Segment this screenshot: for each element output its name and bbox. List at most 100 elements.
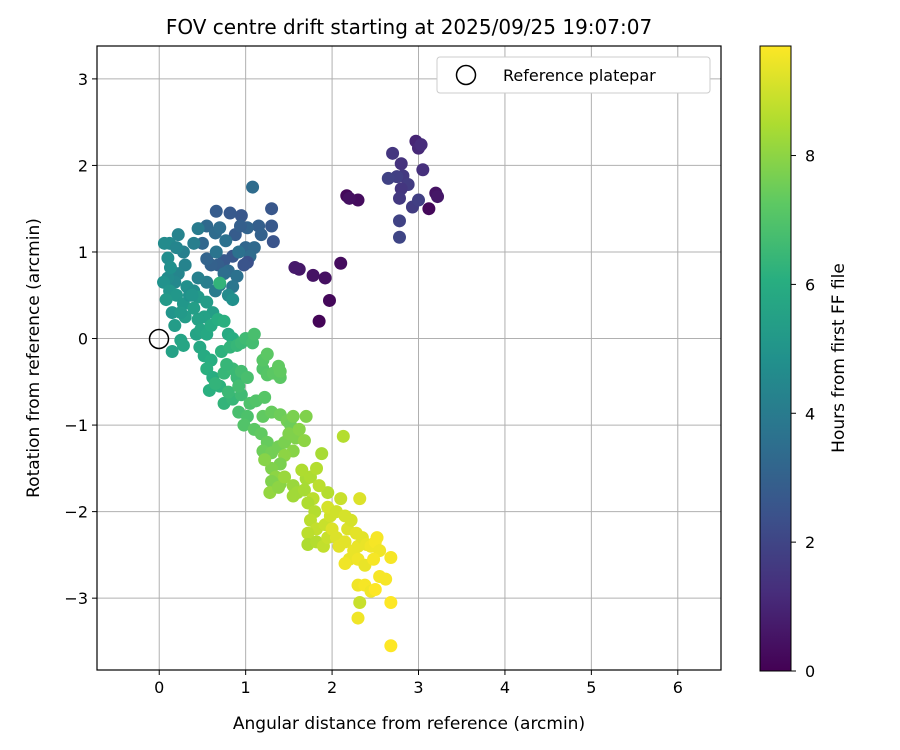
data-point — [368, 583, 382, 597]
data-point — [178, 258, 192, 272]
data-point — [310, 461, 324, 475]
y-axis: −3 −2 −1 0 1 2 3 — [64, 70, 97, 608]
data-point — [392, 230, 406, 244]
data-point — [209, 245, 223, 259]
data-point — [187, 236, 201, 250]
data-point — [237, 418, 251, 432]
data-point — [288, 261, 302, 275]
data-point — [168, 319, 182, 333]
legend-marker — [455, 64, 477, 86]
x-tick-label: 5 — [586, 678, 596, 697]
legend-box — [436, 56, 711, 94]
data-point — [265, 219, 279, 233]
data-point — [219, 234, 233, 248]
data-point — [297, 434, 311, 448]
x-axis-label: Angular distance from reference (arcmin) — [233, 714, 585, 734]
y-tick-label: 3 — [78, 70, 88, 89]
data-point — [312, 479, 326, 493]
data-point — [292, 422, 306, 436]
data-point — [286, 409, 300, 423]
data-point — [258, 453, 272, 467]
data-point — [353, 595, 367, 609]
data-point — [213, 221, 227, 235]
data-point — [315, 447, 329, 461]
data-point — [174, 306, 188, 320]
grid-lines — [97, 46, 721, 670]
legend: Reference platepar — [436, 56, 711, 94]
data-point — [226, 293, 240, 307]
data-point — [266, 235, 280, 249]
colorbar-tick-label: 4 — [805, 404, 815, 423]
x-tick-label: 2 — [327, 678, 337, 697]
data-point — [217, 314, 231, 328]
data-point — [165, 345, 179, 359]
data-point — [200, 295, 214, 309]
data-point — [334, 256, 348, 270]
data-point — [338, 557, 352, 571]
colorbar-tick-label: 8 — [805, 147, 815, 166]
y-axis-label: Rotation from reference (arcmin) — [24, 218, 44, 498]
data-point — [234, 209, 248, 223]
data-point — [246, 180, 260, 194]
colorbar-gradient — [759, 45, 792, 672]
data-point — [416, 163, 430, 177]
data-point — [297, 483, 311, 497]
data-point — [394, 157, 408, 171]
x-tick-label: 1 — [241, 678, 251, 697]
data-point — [351, 611, 365, 625]
data-point — [322, 293, 336, 307]
data-point — [258, 390, 272, 404]
data-point — [260, 347, 274, 361]
data-point — [392, 214, 406, 228]
data-point — [191, 312, 205, 326]
y-tick-label: 2 — [78, 156, 88, 175]
data-point — [271, 480, 285, 494]
data-point — [265, 202, 279, 216]
y-tick-label: −3 — [64, 589, 88, 608]
legend-entry: Reference platepar — [503, 66, 656, 85]
data-point — [370, 531, 384, 545]
data-point — [187, 301, 201, 315]
data-point — [185, 288, 199, 302]
data-point — [273, 364, 287, 378]
data-point — [170, 288, 184, 302]
x-tick-label: 4 — [500, 678, 510, 697]
data-point — [334, 492, 348, 506]
data-point — [381, 171, 395, 185]
data-point — [306, 268, 320, 282]
data-point — [237, 258, 251, 272]
x-tick-label: 0 — [154, 678, 164, 697]
data-point — [422, 202, 436, 216]
data-point — [232, 379, 246, 393]
data-point — [221, 385, 235, 399]
data-point — [208, 377, 222, 391]
data-point — [240, 370, 254, 384]
reference-marker — [148, 328, 170, 350]
data-point — [254, 228, 268, 242]
data-point — [159, 293, 173, 307]
data-points — [157, 134, 445, 653]
x-tick-label: 6 — [673, 678, 683, 697]
plot-frame — [96, 45, 722, 671]
data-point — [384, 639, 398, 653]
data-point — [318, 271, 332, 285]
data-point — [233, 219, 247, 233]
data-point — [191, 222, 205, 236]
data-point — [191, 271, 205, 285]
data-point — [414, 138, 428, 152]
colorbar: 0 2 4 6 8 Hours from first FF file — [759, 45, 849, 681]
colorbar-ticks: 0 2 4 6 8 — [791, 147, 815, 681]
data-point — [338, 535, 352, 549]
data-point — [278, 470, 292, 484]
chart-title: FOV centre drift starting at 2025/09/25 … — [166, 15, 652, 39]
data-point — [412, 193, 426, 207]
y-tick-label: −1 — [64, 416, 88, 435]
x-tick-label: 3 — [413, 678, 423, 697]
data-point — [220, 357, 234, 371]
data-point — [386, 146, 400, 160]
data-point — [157, 236, 171, 250]
colorbar-label: Hours from first FF file — [829, 263, 849, 453]
y-tick-label: 0 — [78, 330, 88, 349]
data-point — [230, 269, 244, 283]
data-point — [384, 550, 398, 564]
